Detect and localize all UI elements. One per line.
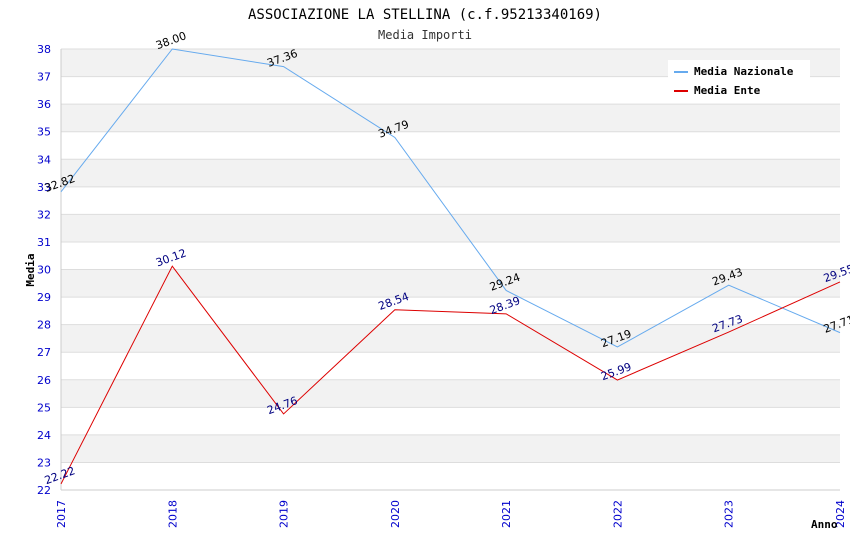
x-tick-label: 2021 <box>500 500 513 528</box>
y-tick-label: 23 <box>37 456 51 469</box>
y-tick-label: 33 <box>37 181 51 194</box>
series-lines <box>60 48 841 485</box>
x-tick-label: 2018 <box>166 500 179 528</box>
y-tick-label: 25 <box>37 401 51 414</box>
grid-band <box>61 131 840 160</box>
y-tick-label: 30 <box>37 264 51 277</box>
x-axis-label: Anno <box>811 518 838 531</box>
grid-band <box>61 324 840 353</box>
y-axis-label: Media <box>24 253 37 286</box>
x-tick-label: 2019 <box>278 500 291 528</box>
x-tick-label: 2020 <box>389 500 402 528</box>
grid-band <box>61 269 840 298</box>
grid-band <box>61 434 840 463</box>
x-tick-label: 2024 <box>834 500 847 528</box>
legend-label-media-ente: Media Ente <box>694 84 761 97</box>
chart-title: ASSOCIAZIONE LA STELLINA (c.f.9521334016… <box>248 7 602 23</box>
x-tick-label: 2023 <box>723 500 736 528</box>
y-tick-label: 34 <box>37 153 51 166</box>
legend-label-media-nazionale: Media Nazionale <box>694 65 794 78</box>
legend: Media Nazionale Media Ente <box>668 60 810 102</box>
grid-bands <box>61 49 840 490</box>
y-tick-label: 38 <box>37 43 51 56</box>
grid-band <box>61 214 840 242</box>
y-tick-label: 24 <box>37 429 51 442</box>
grid-band <box>61 379 840 408</box>
y-tick-label: 36 <box>37 98 51 111</box>
x-tick-labels: 2017 2018 2019 2020 2021 2022 2023 2024 <box>55 500 847 528</box>
series-line-media-ente <box>60 265 841 485</box>
legend-box <box>668 60 810 102</box>
y-tick-label: 37 <box>37 71 51 84</box>
grid-band <box>61 297 840 325</box>
y-tick-label: 22 <box>37 484 51 497</box>
grid-band <box>61 352 840 380</box>
x-tick-label: 2017 <box>55 500 68 528</box>
grid-band <box>61 104 840 132</box>
x-tick-label: 2022 <box>611 500 624 528</box>
y-tick-label: 28 <box>37 319 51 332</box>
y-tick-label: 27 <box>37 346 51 359</box>
y-tick-label: 29 <box>37 291 51 304</box>
grid-lines <box>61 48 840 491</box>
chart-subtitle: Media Importi <box>378 28 472 42</box>
y-tick-label: 32 <box>37 208 51 221</box>
grid-band <box>61 407 840 435</box>
y-tick-label: 31 <box>37 236 51 249</box>
grid-band <box>61 241 840 270</box>
y-tick-labels: 22 23 24 25 26 27 28 29 30 31 32 33 34 35 36 37 38 <box>37 43 51 497</box>
series-line-media-nazionale <box>60 48 841 348</box>
y-tick-label: 35 <box>37 126 51 139</box>
grid-band <box>61 159 840 187</box>
grid-band <box>61 186 840 215</box>
grid-band <box>61 462 840 490</box>
y-tick-label: 26 <box>37 374 51 387</box>
